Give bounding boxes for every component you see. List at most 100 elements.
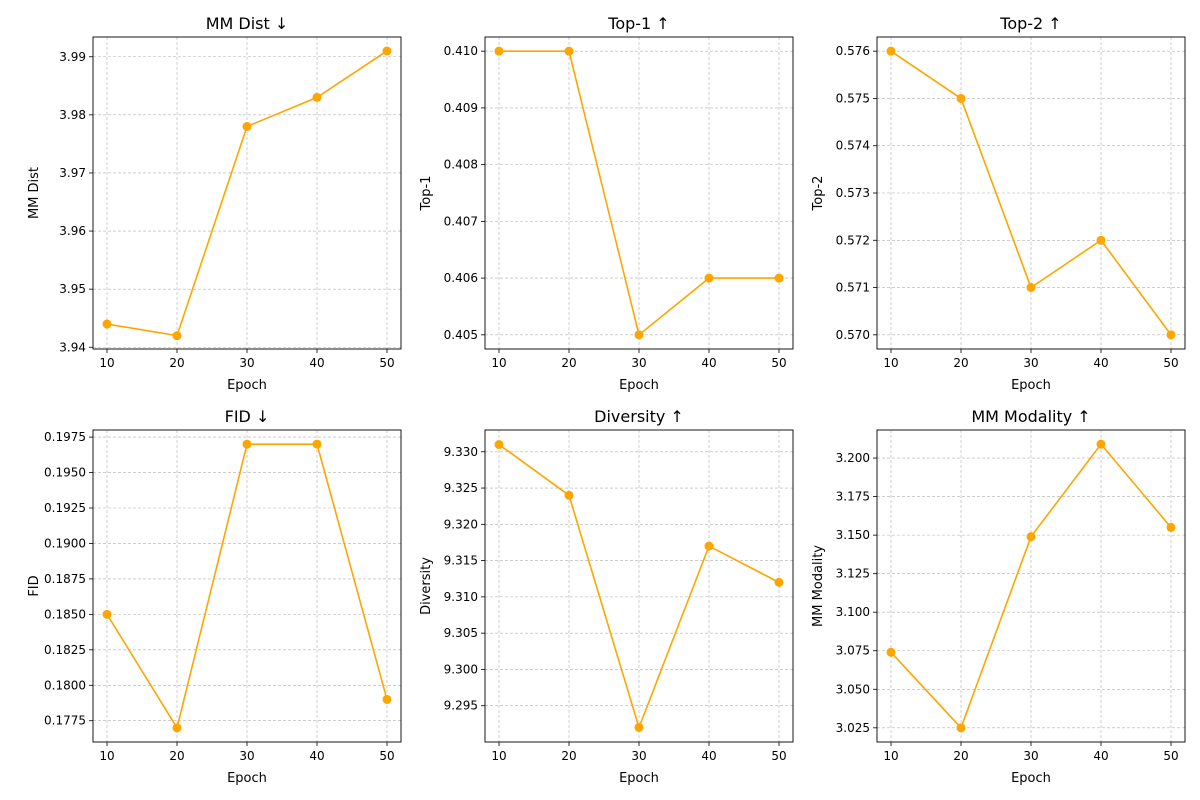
y-tick-label: 3.99 — [59, 50, 86, 64]
y-tick-label: 9.330 — [444, 445, 478, 459]
data-point — [634, 722, 644, 732]
data-point — [774, 273, 784, 283]
data-point — [494, 440, 504, 450]
y-axis-label: MM Dist — [27, 167, 42, 219]
x-tick-label: 50 — [379, 749, 394, 763]
data-point — [312, 92, 322, 102]
chart-title: Diversity ↑ — [594, 407, 684, 426]
data-point — [956, 93, 966, 103]
data-point — [774, 577, 784, 587]
y-tick-label: 3.050 — [836, 682, 870, 696]
data-point — [1166, 330, 1176, 340]
y-tick-label: 0.571 — [836, 281, 870, 295]
x-axis-label: Epoch — [1011, 771, 1051, 786]
y-tick-label: 3.98 — [59, 108, 86, 122]
y-axis-label: Diversity — [419, 557, 434, 615]
y-axis-label: Top-1 — [419, 176, 434, 212]
data-point — [494, 46, 504, 56]
plot-frame — [876, 36, 1186, 350]
y-tick-label: 0.1875 — [44, 572, 86, 586]
data-point — [172, 723, 182, 733]
x-tick-label: 40 — [1093, 356, 1108, 370]
plot-frame — [484, 36, 794, 350]
y-tick-label: 9.295 — [444, 699, 478, 713]
x-tick-label: 30 — [631, 356, 646, 370]
chart-title: Top-1 ↑ — [607, 14, 669, 33]
plot-frame — [484, 429, 794, 743]
data-point — [564, 46, 574, 56]
data-point — [242, 121, 252, 131]
data-point — [704, 273, 714, 283]
y-tick-label: 0.572 — [836, 233, 870, 247]
y-tick-label: 9.310 — [444, 590, 478, 604]
data-point — [242, 439, 252, 449]
y-axis-label: Top-2 — [811, 176, 826, 212]
x-tick-label: 50 — [771, 749, 786, 763]
x-axis-label: Epoch — [227, 771, 267, 786]
y-tick-label: 0.575 — [836, 91, 870, 105]
y-tick-label: 0.574 — [836, 139, 870, 153]
y-tick-label: 0.407 — [444, 214, 478, 228]
data-point — [704, 541, 714, 551]
y-tick-label: 0.573 — [836, 186, 870, 200]
x-axis-label: Epoch — [619, 378, 659, 393]
x-tick-label: 40 — [309, 749, 324, 763]
data-point — [956, 723, 966, 733]
x-tick-label: 10 — [883, 749, 898, 763]
x-tick-label: 20 — [169, 356, 184, 370]
y-tick-label: 0.1925 — [44, 501, 86, 515]
x-tick-label: 20 — [953, 356, 968, 370]
x-tick-label: 10 — [883, 356, 898, 370]
y-tick-label: 3.175 — [836, 490, 870, 504]
y-tick-label: 0.409 — [444, 101, 478, 115]
data-point — [634, 330, 644, 340]
chart-title: FID ↓ — [225, 407, 270, 426]
x-tick-label: 40 — [309, 356, 324, 370]
x-tick-label: 10 — [99, 356, 114, 370]
plot-frame — [876, 429, 1186, 743]
x-tick-label: 50 — [1163, 356, 1178, 370]
x-tick-label: 50 — [771, 356, 786, 370]
x-tick-label: 20 — [953, 749, 968, 763]
chart-panel-4: 0.1775 0.1800 0.1825 0.1850 0.1875 0.1900 0.19… — [27, 407, 402, 786]
y-tick-label: 0.1800 — [44, 678, 86, 692]
y-tick-label: 3.97 — [59, 166, 86, 180]
y-tick-label: 3.200 — [836, 451, 870, 465]
y-tick-label: 0.1775 — [44, 714, 86, 728]
y-tick-label: 0.1900 — [44, 536, 86, 550]
y-axis-label: FID — [27, 575, 42, 596]
data-point — [312, 439, 322, 449]
y-tick-label: 0.410 — [444, 44, 478, 58]
x-axis-label: Epoch — [619, 771, 659, 786]
y-tick-label: 3.150 — [836, 528, 870, 542]
x-tick-label: 20 — [169, 749, 184, 763]
data-point — [1096, 439, 1106, 449]
y-axis-label: MM Modality — [811, 545, 826, 627]
data-point — [564, 490, 574, 500]
plot-frame — [92, 36, 402, 350]
y-tick-label: 9.305 — [444, 626, 478, 640]
chart-title: Top-2 ↑ — [999, 14, 1061, 33]
x-tick-label: 40 — [1093, 749, 1108, 763]
x-tick-label: 40 — [701, 356, 716, 370]
x-tick-label: 40 — [701, 749, 716, 763]
y-tick-label: 3.95 — [59, 282, 86, 296]
data-point — [1166, 522, 1176, 532]
x-tick-label: 30 — [631, 749, 646, 763]
data-point — [1026, 532, 1036, 542]
chart-panel-1: 3.94 3.95 3.96 3.97 3.98 3.99 10 20 30 40 50 MM Dis… — [27, 14, 402, 393]
x-tick-label: 20 — [561, 356, 576, 370]
data-point — [1026, 283, 1036, 293]
chart-title: MM Modality ↑ — [971, 407, 1090, 426]
chart-panel-5: 9.295 9.300 9.305 9.310 9.315 9.320 9.325 9.330… — [419, 407, 794, 786]
y-tick-label: 3.125 — [836, 567, 870, 581]
data-point — [102, 609, 112, 619]
x-tick-label: 30 — [239, 356, 254, 370]
x-tick-label: 10 — [491, 356, 506, 370]
x-axis-label: Epoch — [1011, 378, 1051, 393]
chart-panel-3: 0.570 0.571 0.572 0.573 0.574 0.575 0.576 10 20 3… — [811, 14, 1186, 393]
y-tick-label: 0.1850 — [44, 607, 86, 621]
data-point — [172, 331, 182, 341]
y-tick-label: 0.406 — [444, 271, 478, 285]
x-tick-label: 50 — [1163, 749, 1178, 763]
